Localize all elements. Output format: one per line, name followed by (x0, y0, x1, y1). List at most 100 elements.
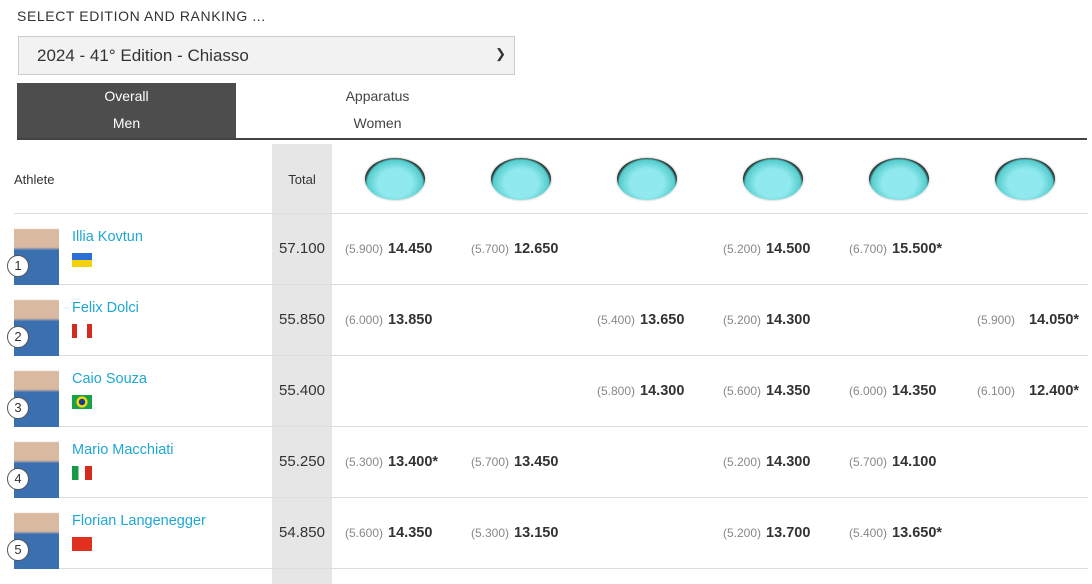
final-score: 14.300 (766, 312, 811, 328)
flag-icon (72, 253, 92, 267)
table-header: Athlete Total (14, 144, 1088, 214)
final-score: 12.650 (514, 241, 559, 257)
apparatus-score: (5.300) 13.400* (345, 454, 438, 470)
tab-label: Apparatus (345, 88, 410, 104)
rank-badge: 3 (7, 397, 29, 419)
final-score: 14.350 (766, 383, 811, 399)
final-score: 14.300 (640, 383, 685, 399)
final-score: 14.350 (892, 383, 937, 399)
athlete-header: Athlete (14, 172, 55, 187)
total-score: 54.850 (279, 524, 325, 541)
apparatus-score: (6.700) 15.500* (849, 241, 942, 257)
athlete-name-link[interactable]: Caio Souza (72, 371, 147, 387)
parallel-bars-icon (869, 158, 929, 200)
apparatus-score: (5.600) 14.350 (723, 383, 810, 399)
athlete-name-link[interactable]: Florian Langenegger (72, 513, 206, 529)
rank-badge: 2 (7, 326, 29, 348)
difficulty-score: (5.200) (723, 313, 762, 327)
tab-apparatus-women[interactable]: Apparatus Women (268, 83, 487, 138)
apparatus-score: (5.700) 14.100 (849, 454, 936, 470)
vault-icon (743, 158, 803, 200)
final-score: 14.050* (1029, 312, 1080, 328)
flag-icon (72, 395, 92, 409)
difficulty-score: (5.900) (977, 313, 1016, 327)
apparatus-score: (5.300) 13.150 (471, 525, 558, 541)
divider (17, 138, 1087, 140)
difficulty-score: (5.200) (723, 242, 762, 256)
apparatus-score: (5.200) 13.700 (723, 525, 810, 541)
rings-icon (617, 158, 677, 200)
apparatus-score: (6.000) 13.850 (345, 312, 432, 328)
final-score: 13.400* (388, 454, 439, 470)
total-column-background (272, 144, 332, 584)
difficulty-score: (5.400) (597, 313, 636, 327)
flag-icon (72, 537, 92, 551)
edition-select[interactable]: 2024 - 41° Edition - Chiasso ❯ (18, 36, 515, 75)
apparatus-score: (5.200) 14.500 (723, 241, 810, 257)
difficulty-score: (6.700) (849, 242, 888, 256)
difficulty-score: (6.000) (849, 384, 888, 398)
total-score: 55.850 (279, 311, 325, 328)
flag-icon (72, 466, 92, 480)
final-score: 13.650 (640, 312, 685, 328)
difficulty-score: (6.000) (345, 313, 384, 327)
total-score: 55.400 (279, 382, 325, 399)
final-score: 13.650* (892, 525, 943, 541)
tab-sublabel: Women (353, 115, 402, 131)
apparatus-score: (5.700) 12.650 (471, 241, 558, 257)
edition-select-value: 2024 - 41° Edition - Chiasso (37, 46, 249, 65)
apparatus-score: (5.400) 13.650 (597, 312, 684, 328)
difficulty-score: (5.600) (723, 384, 762, 398)
difficulty-score: (5.800) (597, 384, 636, 398)
athlete-name-link[interactable]: Felix Dolci (72, 300, 139, 316)
table-row: 2 Felix Dolci 55.850 (6.000) 13.850 (5.400)… (7, 285, 1088, 356)
flag-icon (72, 324, 92, 338)
apparatus-score: (5.900) 14.050* (977, 312, 1087, 328)
table-row: 3 Caio Souza 55.400 (5.800) 14.300 (5.600) 1… (7, 356, 1088, 427)
final-score: 14.300 (766, 454, 811, 470)
rank-badge: 1 (7, 255, 29, 277)
apparatus-score: (5.200) 14.300 (723, 312, 810, 328)
final-score: 13.850 (388, 312, 433, 328)
tab-label: Overall (104, 88, 149, 104)
tab-sublabel: Men (112, 115, 141, 131)
difficulty-score: (5.200) (723, 526, 762, 540)
final-score: 12.400* (1029, 383, 1080, 399)
athlete-name-link[interactable]: Illia Kovtun (72, 229, 143, 245)
final-score: 13.450 (514, 454, 559, 470)
apparatus-score: (5.900) 14.450 (345, 241, 432, 257)
high-bar-icon (995, 158, 1055, 200)
difficulty-score: (5.700) (471, 242, 510, 256)
table-row: 4 Mario Macchiati 55.250 (5.300) 13.400* (5… (7, 427, 1088, 498)
difficulty-score: (5.300) (471, 526, 510, 540)
rank-badge: 5 (7, 539, 29, 561)
difficulty-score: (5.600) (345, 526, 384, 540)
pommel-horse-icon (491, 158, 551, 200)
difficulty-score: (5.200) (723, 455, 762, 469)
final-score: 15.500* (892, 241, 943, 257)
total-score: 55.250 (279, 453, 325, 470)
final-score: 14.350 (388, 525, 433, 541)
chevron-down-icon: ❯ (495, 46, 506, 61)
table-row: 1 Illia Kovtun 57.100 (5.900) 14.450 (5.700… (7, 214, 1088, 285)
tab-overall-men[interactable]: Overall Men (17, 83, 236, 138)
apparatus-score: (5.800) 14.300 (597, 383, 684, 399)
final-score: 14.500 (766, 241, 811, 257)
difficulty-score: (5.700) (849, 455, 888, 469)
apparatus-score: (6.000) 14.350 (849, 383, 936, 399)
selector-label: SELECT EDITION AND RANKING ... (17, 8, 266, 24)
difficulty-score: (5.900) (345, 242, 384, 256)
apparatus-score: (5.400) 13.650* (849, 525, 942, 541)
final-score: 14.450 (388, 241, 433, 257)
total-header: Total (288, 172, 316, 187)
final-score: 13.150 (514, 525, 559, 541)
difficulty-score: (6.100) (977, 384, 1016, 398)
total-score: 57.100 (279, 240, 325, 257)
athlete-name-link[interactable]: Mario Macchiati (72, 442, 174, 458)
final-score: 13.700 (766, 525, 811, 541)
floor-icon (365, 158, 425, 200)
final-score: 14.100 (892, 454, 937, 470)
difficulty-score: (5.400) (849, 526, 888, 540)
apparatus-score: (6.100) 12.400* (977, 383, 1087, 399)
difficulty-score: (5.700) (471, 455, 510, 469)
